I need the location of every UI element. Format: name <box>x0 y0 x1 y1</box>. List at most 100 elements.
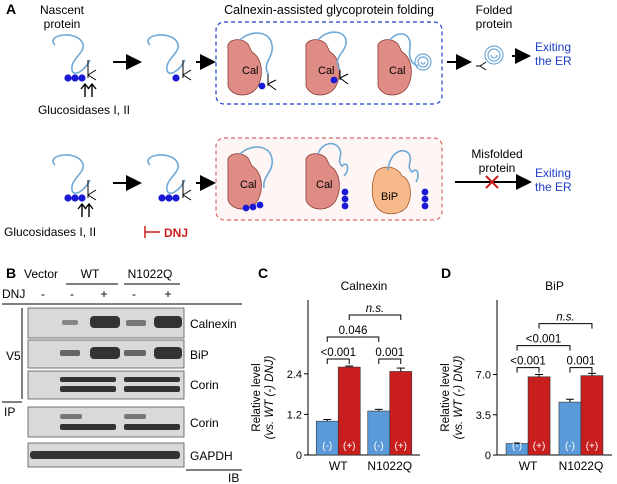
bar-label: (+) <box>533 441 546 452</box>
glucose-dot <box>341 195 349 203</box>
category-label: WT <box>329 459 348 473</box>
glucose-dot <box>78 194 86 202</box>
calnexin-chaperone: Cal <box>305 39 340 96</box>
glucose-dot <box>78 74 86 82</box>
protein-strand <box>147 34 186 75</box>
glucose-dot <box>421 202 429 210</box>
dnj-sign: - <box>41 287 45 301</box>
svg-text:Cal: Cal <box>389 65 406 77</box>
up-arrow-icon <box>80 82 90 97</box>
glucose-dot <box>341 188 349 196</box>
row-label-corin: Corin <box>190 416 219 430</box>
protein-strand <box>387 149 419 183</box>
misfolded-label: Misfolded protein <box>471 147 522 175</box>
glucosidases-label-bottom: Glucosidases I, II <box>4 225 96 239</box>
y-axis-label: Relative level <box>440 363 452 431</box>
folded-label: Folded protein <box>476 3 513 31</box>
p-value: n.s. <box>556 312 575 324</box>
mutant-label: N1022Q <box>128 267 173 281</box>
chart-d: BiP Relative level (vs. WT (-) DNJ) 0 3.5 7.0… <box>440 279 612 473</box>
dnj-sign: - <box>70 287 74 301</box>
up-arrow-icon <box>84 202 94 217</box>
dnj-label: DNJ <box>164 226 188 240</box>
up-arrow-icon <box>77 202 87 217</box>
y-tick-label: 7.0 <box>476 370 491 382</box>
calnexin-cycle-box <box>215 21 443 105</box>
calnexin-chaperone: Cal <box>227 39 262 96</box>
p-value: <0.001 <box>320 347 356 359</box>
row-label-calnexin: Calnexin <box>190 317 237 331</box>
protein-strand <box>147 154 186 195</box>
bar-label: (+) <box>343 441 356 452</box>
folding-coil <box>414 53 432 71</box>
p-value: <0.001 <box>510 356 546 368</box>
glycan-branch <box>87 189 97 201</box>
calnexin-box-title: Calnexin-assisted glycoprotein folding <box>224 3 434 17</box>
chart-title: Calnexin <box>341 279 388 293</box>
glucose-dot <box>64 74 72 82</box>
vector-label: Vector <box>24 267 58 281</box>
folded-protein-icon <box>484 45 504 65</box>
svg-text:Cal: Cal <box>318 65 335 77</box>
protein-strand <box>317 142 349 177</box>
y-axis-label: (vs. WT (-) DNJ) <box>453 355 465 439</box>
inhibition-icon <box>144 226 160 238</box>
calnexin-chaperone: Cal <box>305 153 340 210</box>
wt-label: WT <box>81 267 100 281</box>
panel-a-label: A <box>6 1 16 17</box>
panel-d-label: D <box>441 265 451 281</box>
svg-text:BiP: BiP <box>381 191 398 203</box>
significance-bracket <box>516 345 571 351</box>
calnexin-chaperone: Cal <box>377 39 412 96</box>
svg-text:Cal: Cal <box>316 179 333 191</box>
category-label: WT <box>519 459 538 473</box>
blot-corin-ip <box>27 370 185 400</box>
significance-bracket <box>516 367 540 373</box>
glycan <box>476 61 487 71</box>
glucose-dot <box>421 188 429 196</box>
glucosidases-label-top: Glucosidases I, II <box>38 103 130 117</box>
glycan-branch <box>87 69 97 81</box>
glucose-dot <box>172 194 180 202</box>
chart-title: BiP <box>545 279 564 293</box>
row-label-corin-ip: Corin <box>190 378 219 392</box>
svg-text:Cal: Cal <box>242 65 259 77</box>
dnj-sign: - <box>132 287 136 301</box>
v5-label: V5 <box>6 349 21 363</box>
glycan <box>267 74 277 91</box>
protein-strand <box>389 33 419 67</box>
p-value: 0.001 <box>375 347 404 359</box>
glucose-dot <box>341 202 349 210</box>
chart-c: Calnexin Relative level (vs. WT (-) DNJ) 0 1… <box>251 279 420 473</box>
panel-a: A Nascent protein Glucosidases I, II Caln… <box>4 1 572 240</box>
p-value: n.s. <box>366 303 385 315</box>
glucose-dot <box>330 76 338 84</box>
svg-text:Cal: Cal <box>240 179 257 191</box>
calnexin-chaperone: Cal <box>227 153 262 210</box>
glucose-dot <box>158 194 166 202</box>
y-tick-label: 1.2 <box>287 409 302 421</box>
nascent-label: Nascent protein <box>40 3 85 31</box>
row-label-bip: BiP <box>190 348 209 362</box>
glucose-dot <box>64 194 72 202</box>
exiting-er-bottom: Exiting the ER <box>535 166 572 194</box>
panel-b-label: B <box>6 265 16 281</box>
ib-label: IB <box>228 471 239 484</box>
glucose-dot <box>71 194 79 202</box>
significance-bracket <box>326 358 350 365</box>
glycan <box>339 70 349 85</box>
y-tick-label: 2.4 <box>287 369 302 381</box>
y-tick-label: 0 <box>296 450 302 462</box>
exiting-er-top: Exiting the ER <box>535 40 572 68</box>
significance-bracket <box>348 314 402 321</box>
category-label: N1022Q <box>367 459 412 473</box>
bar-label: (+) <box>586 441 599 452</box>
blot-corin <box>27 406 185 438</box>
protein-strand <box>317 31 347 71</box>
up-arrow-icon <box>87 82 97 97</box>
panel-b: B Vector WT N1022Q DNJ - - + - + Calnexi… <box>2 265 242 484</box>
p-value: <0.001 <box>526 334 562 346</box>
glucose-dot <box>242 204 250 212</box>
ip-label: IP <box>4 405 15 419</box>
